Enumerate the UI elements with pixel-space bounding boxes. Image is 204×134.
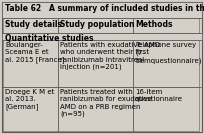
- Text: Study details: Study details: [5, 20, 62, 29]
- Bar: [3, 40, 58, 87]
- Bar: [3, 18, 58, 33]
- Bar: [3, 87, 58, 131]
- Text: Boulanger-
Sceama E et
al. 2015 [France]: Boulanger- Sceama E et al. 2015 [France]: [5, 42, 64, 63]
- Bar: [133, 87, 199, 131]
- Text: Table 62   A summary of included studies in the review: Table 62 A summary of included studies i…: [5, 4, 204, 13]
- Text: Methods: Methods: [135, 20, 173, 29]
- Text: Telephone survey
(7-
itemquestionnaire): Telephone survey (7- itemquestionnaire): [135, 42, 202, 64]
- Text: Droege K M et
al. 2013.
[German]: Droege K M et al. 2013. [German]: [5, 89, 54, 110]
- Text: Patients treated with
ranibizumab for exudative
AMD on a PRB regimen
(n=95): Patients treated with ranibizumab for ex…: [60, 89, 152, 117]
- Text: Quantitative studies: Quantitative studies: [5, 34, 93, 43]
- Text: Patients with exudative AMD
who underwent their first
ranibizumab intravitreal
i: Patients with exudative AMD who underwen…: [60, 42, 160, 70]
- Bar: [58, 40, 133, 87]
- Bar: [133, 40, 199, 87]
- Bar: [2, 2, 202, 18]
- Bar: [2, 33, 202, 40]
- Bar: [58, 87, 133, 131]
- Text: Study population: Study population: [60, 20, 134, 29]
- Bar: [133, 18, 199, 33]
- Text: 16-item
questionnaire: 16-item questionnaire: [135, 89, 183, 102]
- Bar: [58, 18, 133, 33]
